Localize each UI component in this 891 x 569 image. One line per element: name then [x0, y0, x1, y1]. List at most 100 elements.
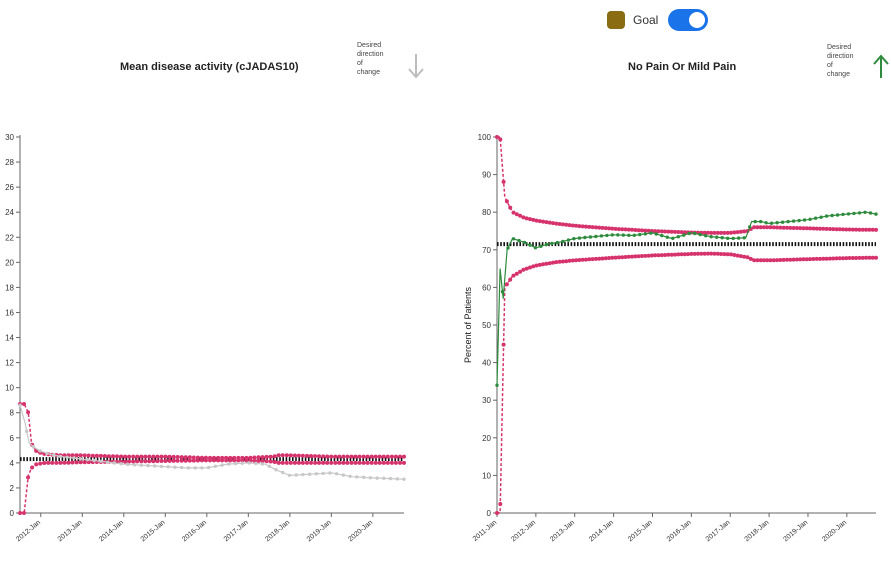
upper-point — [682, 230, 687, 235]
upper-point — [791, 226, 796, 230]
goal-legend: Goal — [607, 8, 709, 32]
lower-point — [715, 251, 720, 256]
observed-point — [616, 233, 620, 237]
upper-point — [501, 179, 506, 184]
observed-point — [676, 235, 680, 239]
lower-point — [541, 262, 546, 267]
observed-point — [638, 232, 642, 237]
lower-point — [159, 459, 164, 463]
upper-point — [272, 454, 277, 459]
observed-point — [78, 457, 83, 461]
observed-point — [180, 465, 184, 470]
lower-point — [268, 459, 273, 464]
lower-point — [752, 258, 757, 263]
observed-point — [126, 462, 130, 467]
lower-point — [131, 459, 136, 464]
upper-point — [636, 228, 641, 233]
upper-point — [321, 454, 326, 459]
goal-toggle-switch[interactable] — [668, 9, 709, 31]
observed-point — [797, 218, 801, 223]
observed-point — [31, 445, 36, 449]
upper-point — [874, 227, 878, 232]
lower-point — [735, 253, 740, 258]
lower-point — [325, 460, 330, 465]
upper-point — [296, 453, 301, 458]
observed-point — [769, 221, 774, 225]
upper-point — [504, 199, 509, 204]
lower-point — [46, 460, 51, 465]
observed-point — [599, 234, 604, 238]
upper-point — [761, 225, 766, 230]
upper-point — [393, 454, 398, 459]
x-tick-label: 2012-Jan — [510, 519, 537, 543]
lower-point — [758, 258, 763, 263]
toggle-knob — [689, 12, 706, 28]
observed-point — [294, 473, 298, 477]
upper-point — [831, 227, 836, 232]
upper-point — [518, 213, 523, 218]
observed-point — [213, 464, 218, 468]
observed-point — [726, 236, 730, 240]
observed-point — [25, 429, 29, 433]
lower-point — [623, 255, 628, 259]
observed-point — [544, 242, 549, 247]
lower-point — [524, 266, 529, 271]
observed-point — [682, 233, 686, 237]
lower-point — [850, 256, 855, 260]
lower-point — [66, 460, 71, 465]
lower-point — [195, 458, 200, 463]
observed-point — [206, 465, 211, 470]
upper-point — [742, 229, 747, 234]
upper-point — [508, 205, 513, 210]
upper-point — [607, 226, 612, 231]
observed-point — [665, 235, 669, 239]
upper-point — [841, 227, 845, 232]
observed-point — [301, 472, 305, 477]
lower-point — [874, 255, 878, 260]
observed-point — [287, 473, 292, 477]
observed-point — [605, 233, 609, 238]
observed-point — [819, 215, 823, 219]
lower-point — [179, 458, 184, 463]
observed-point — [522, 240, 527, 245]
lower-point — [702, 251, 707, 256]
observed-point — [173, 465, 177, 469]
observed-point — [38, 449, 42, 453]
upper-point — [844, 227, 849, 232]
lower-point — [682, 252, 687, 257]
observed-point — [715, 235, 719, 239]
observed-point — [572, 237, 576, 241]
observed-point — [643, 232, 647, 236]
upper-point — [669, 229, 674, 234]
lower-point — [837, 256, 842, 261]
y-tick-label: 10 — [5, 384, 14, 393]
upper-point — [709, 230, 714, 235]
y-tick-label: 70 — [482, 246, 491, 255]
upper-point — [775, 225, 780, 230]
observed-point — [193, 466, 197, 470]
lower-point — [203, 458, 208, 463]
lower-point — [775, 258, 780, 263]
upper-point — [284, 453, 289, 458]
upper-point — [313, 454, 318, 459]
observed-point — [588, 235, 593, 239]
observed-point — [267, 464, 271, 468]
upper-point — [309, 454, 313, 458]
upper-point — [630, 227, 635, 232]
lower-point — [732, 253, 737, 257]
lower-point — [636, 254, 641, 259]
upper-point — [167, 454, 172, 459]
upper-point — [610, 226, 615, 231]
upper-point — [818, 226, 822, 231]
upper-point — [551, 221, 555, 226]
upper-point — [102, 454, 107, 458]
lower-point — [646, 253, 651, 258]
upper-point — [305, 453, 309, 458]
upper-point — [537, 219, 542, 224]
observed-point — [92, 458, 96, 463]
observed-point — [85, 458, 90, 462]
lower-point — [616, 255, 621, 260]
lower-point — [511, 273, 516, 278]
lower-series-line — [20, 459, 404, 514]
lower-point — [26, 475, 31, 480]
